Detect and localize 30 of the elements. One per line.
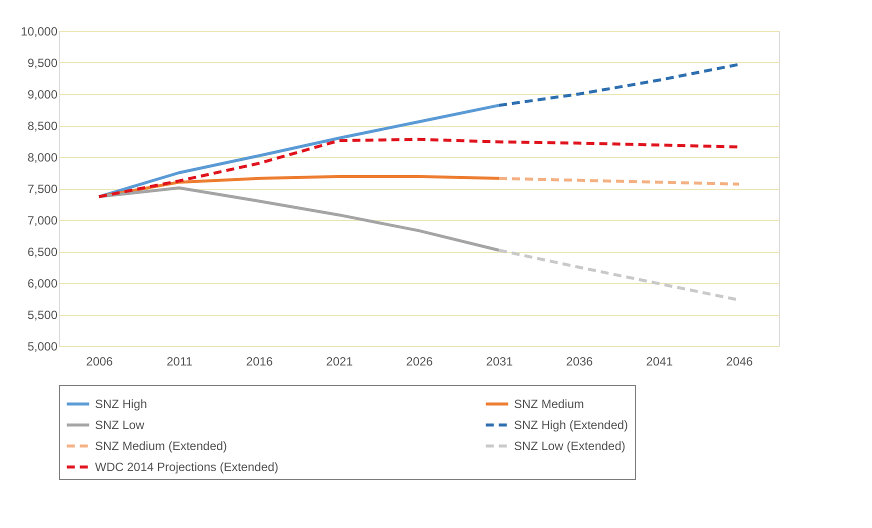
line-series bbox=[98, 104, 500, 198]
x-tick-label: 2041 bbox=[646, 354, 674, 368]
legend-label: SNZ Low (Extended) bbox=[514, 439, 626, 453]
y-tick-label: 7,500 bbox=[27, 182, 58, 196]
y-tick-label: 9,500 bbox=[27, 56, 58, 70]
y-tick-label: 7,000 bbox=[27, 214, 58, 228]
y-tick-label: 9,000 bbox=[27, 88, 58, 102]
x-tick-label: 2026 bbox=[406, 354, 434, 368]
x-tick-label: 2006 bbox=[86, 354, 114, 368]
legend-label: SNZ Low bbox=[95, 418, 145, 432]
legend-label: SNZ Medium bbox=[514, 397, 584, 411]
x-tick-label: 2031 bbox=[486, 354, 514, 368]
y-tick-label: 10,000 bbox=[20, 24, 58, 38]
line-series bbox=[98, 138, 740, 198]
y-tick-label: 8,500 bbox=[27, 119, 58, 133]
legend-label: WDC 2014 Projections (Extended) bbox=[95, 460, 278, 474]
legend-label: SNZ Medium (Extended) bbox=[95, 439, 228, 453]
x-tick-label: 2021 bbox=[326, 354, 354, 368]
x-tick-label: 2011 bbox=[166, 354, 193, 368]
y-tick-label: 5,000 bbox=[27, 340, 58, 354]
x-tick-label: 2036 bbox=[566, 354, 594, 368]
legend-label: SNZ High (Extended) bbox=[514, 418, 628, 432]
x-tick-label: 2046 bbox=[726, 354, 754, 368]
legend-label: SNZ High bbox=[95, 397, 148, 411]
y-tick-label: 6,000 bbox=[27, 276, 58, 290]
y-tick-label: 5,500 bbox=[27, 308, 58, 322]
x-tick-label: 2016 bbox=[246, 354, 274, 368]
y-tick-label: 6,500 bbox=[27, 245, 58, 259]
line-series bbox=[498, 62, 740, 107]
y-tick-label: 8,000 bbox=[27, 150, 58, 164]
